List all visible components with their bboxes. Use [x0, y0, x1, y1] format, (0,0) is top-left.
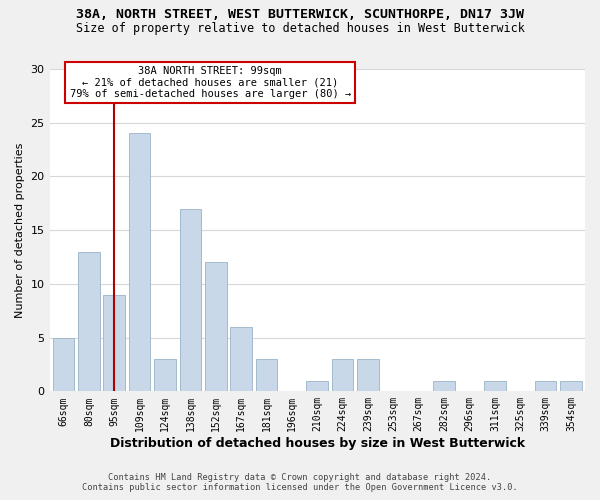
Bar — [357, 359, 379, 392]
Bar — [78, 252, 100, 392]
Text: Size of property relative to detached houses in West Butterwick: Size of property relative to detached ho… — [76, 22, 524, 35]
Bar — [179, 208, 201, 392]
Bar — [332, 359, 353, 392]
Bar — [129, 134, 151, 392]
X-axis label: Distribution of detached houses by size in West Butterwick: Distribution of detached houses by size … — [110, 437, 525, 450]
Bar — [53, 338, 74, 392]
Bar — [433, 380, 455, 392]
Bar — [230, 327, 252, 392]
Bar — [535, 380, 556, 392]
Bar — [103, 294, 125, 392]
Bar — [205, 262, 227, 392]
Bar — [256, 359, 277, 392]
Bar — [484, 380, 506, 392]
Bar — [307, 380, 328, 392]
Text: 38A NORTH STREET: 99sqm
← 21% of detached houses are smaller (21)
79% of semi-de: 38A NORTH STREET: 99sqm ← 21% of detache… — [70, 66, 351, 99]
Y-axis label: Number of detached properties: Number of detached properties — [15, 142, 25, 318]
Bar — [154, 359, 176, 392]
Bar — [560, 380, 582, 392]
Text: Contains HM Land Registry data © Crown copyright and database right 2024.
Contai: Contains HM Land Registry data © Crown c… — [82, 473, 518, 492]
Text: 38A, NORTH STREET, WEST BUTTERWICK, SCUNTHORPE, DN17 3JW: 38A, NORTH STREET, WEST BUTTERWICK, SCUN… — [76, 8, 524, 20]
